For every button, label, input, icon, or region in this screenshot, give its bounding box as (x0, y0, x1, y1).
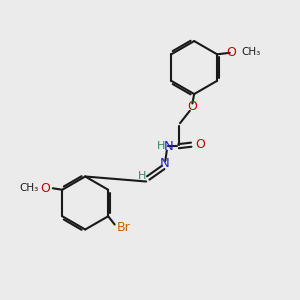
Text: CH₃: CH₃ (19, 183, 38, 193)
Text: H: H (138, 171, 146, 181)
Text: H: H (157, 141, 165, 151)
Text: Br: Br (116, 221, 130, 234)
Text: O: O (187, 100, 197, 113)
Text: O: O (226, 46, 236, 59)
Text: N: N (160, 157, 169, 170)
Text: O: O (195, 138, 205, 151)
Text: CH₃: CH₃ (242, 47, 261, 57)
Text: N: N (164, 140, 173, 153)
Text: O: O (40, 182, 50, 195)
